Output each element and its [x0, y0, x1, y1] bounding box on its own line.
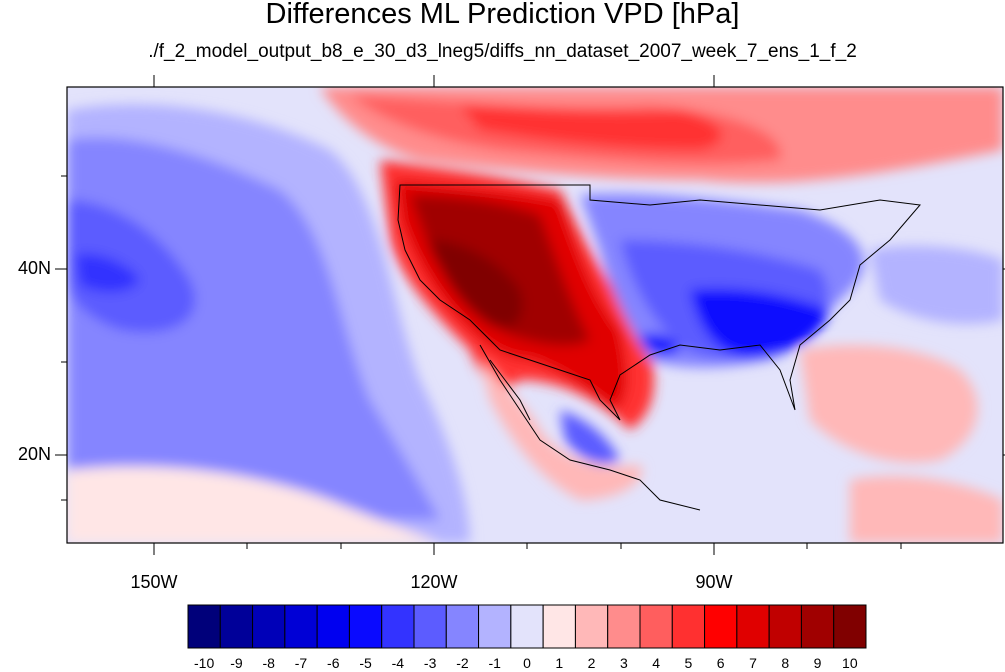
colorbar-swatch	[768, 604, 802, 649]
colorbar-swatch	[510, 604, 544, 649]
colorbar-tick-label: -4	[391, 655, 405, 671]
lat-label-40n: 40N	[18, 258, 52, 278]
colorbar-tick-label: 5	[684, 655, 693, 671]
colorbar-swatch	[445, 604, 480, 649]
colorbar-tick-label: 2	[587, 655, 596, 671]
colorbar	[187, 604, 867, 649]
colorbar-swatch	[704, 604, 738, 649]
colorbar-swatch	[574, 604, 609, 649]
colorbar-tick-label: -1	[488, 655, 501, 671]
colorbar-swatch	[284, 604, 318, 649]
colorbar-swatch	[381, 604, 415, 649]
lon-label-150w: 150W	[130, 572, 178, 592]
colorbar-tick-label: 9	[813, 655, 822, 671]
colorbar-tick-label: 1	[555, 655, 564, 671]
colorbar-tick-label: -10	[194, 655, 215, 671]
lat-label-20n: 20N	[18, 444, 52, 464]
colorbar-swatch	[252, 604, 286, 649]
colorbar-swatch	[639, 604, 673, 649]
colorbar-swatch	[800, 604, 835, 649]
map-subtitle: ./f_2_model_output_b8_e_30_d3_lneg5/diff…	[148, 41, 857, 62]
colorbar-swatch	[607, 604, 641, 649]
colorbar-swatch	[348, 604, 383, 649]
colorbar-tick-label: 7	[749, 655, 757, 671]
colorbar-tick-label: -8	[262, 655, 275, 671]
colorbar-tick-label: 6	[716, 655, 725, 671]
colorbar-swatch	[219, 604, 254, 649]
colorbar-tick-label: -9	[230, 655, 243, 671]
colorbar-swatch	[833, 604, 867, 649]
map-frame	[66, 86, 1004, 544]
colorbar-swatch	[736, 604, 770, 649]
colorbar-tick-label: 0	[523, 655, 531, 671]
colorbar-tick-label: 8	[781, 655, 790, 671]
lon-label-120w: 120W	[410, 572, 458, 592]
colorbar-swatch	[478, 604, 512, 649]
colorbar-swatch	[542, 604, 576, 649]
lon-label-90w: 90W	[695, 572, 733, 592]
map-field	[67, 87, 1003, 543]
colorbar-tick-label: -3	[423, 655, 437, 671]
colorbar-tick-label: -5	[359, 655, 372, 671]
map-title: Differences ML Prediction VPD [hPa]	[265, 0, 740, 30]
colorbar-swatch	[316, 604, 350, 649]
colorbar-swatch	[187, 604, 221, 649]
axis-ticks	[55, 75, 1005, 555]
colorbar-tick-label: 4	[652, 655, 661, 671]
colorbar-tick-label: -6	[327, 655, 340, 671]
colorbar-tick-label: 3	[619, 655, 628, 671]
colorbar-tick-label: -2	[456, 655, 469, 671]
colorbar-tick-label: -7	[294, 655, 308, 671]
colorbar-tick-label: 10	[842, 655, 858, 671]
colorbar-swatch	[671, 604, 706, 649]
colorbar-swatch	[413, 604, 447, 649]
